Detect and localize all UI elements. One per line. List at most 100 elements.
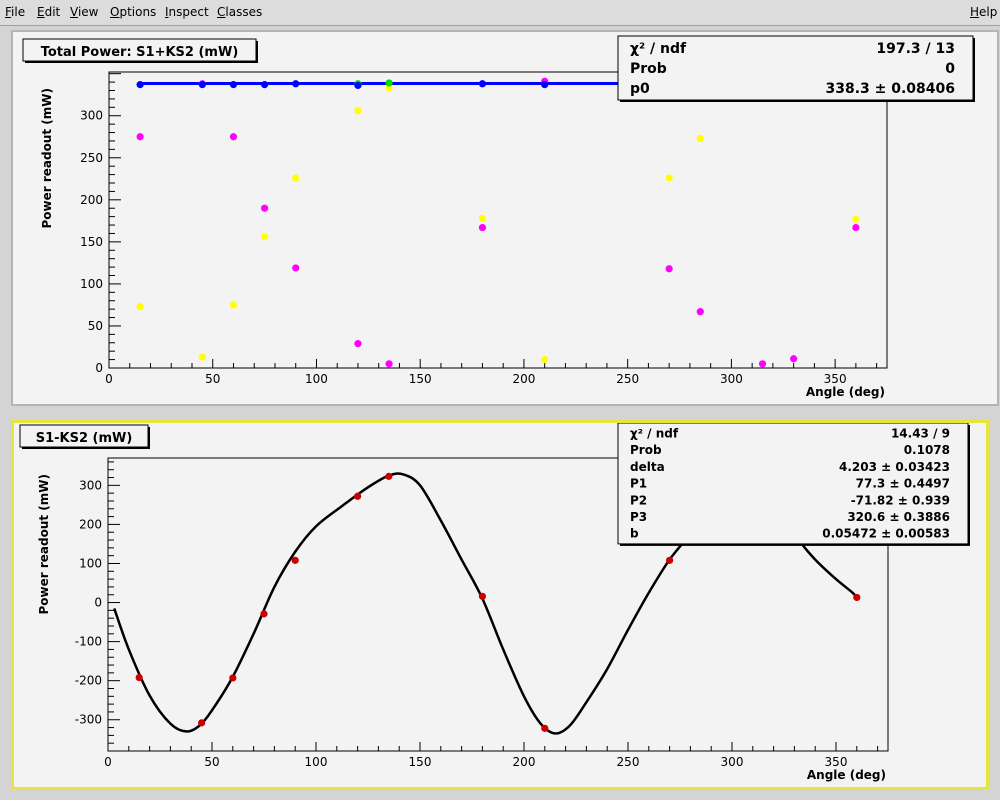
plot-frame bbox=[108, 71, 888, 369]
data-point bbox=[136, 303, 144, 311]
data-point bbox=[261, 233, 269, 241]
y-tick-label: 100 bbox=[80, 277, 103, 291]
stats-value: 338.3 ± 0.08406 bbox=[825, 81, 955, 97]
data-point bbox=[478, 592, 486, 600]
stats-value: 320.6 ± 0.3886 bbox=[847, 510, 950, 524]
stats-value: -71.82 ± 0.939 bbox=[851, 493, 950, 507]
data-point bbox=[354, 340, 362, 348]
y-tick-label: -200 bbox=[75, 674, 102, 688]
data-point bbox=[292, 80, 300, 88]
stats-value: 0.05472 ± 0.00583 bbox=[822, 527, 950, 541]
stats-label: P2 bbox=[630, 493, 647, 507]
stats-label: χ² / ndf bbox=[630, 427, 679, 441]
data-point bbox=[354, 107, 362, 115]
difference-chart: 0 50 100 150 200 250 300 350 -300 -200 -100 0 100 200… bbox=[19, 422, 970, 782]
data-point bbox=[354, 492, 362, 500]
y-tick-label: 200 bbox=[80, 193, 103, 207]
x-tick-label: 300 bbox=[720, 372, 743, 386]
x-tick-label: 150 bbox=[409, 372, 432, 386]
canvas-pad-difference[interactable]: 0 50 100 150 200 250 300 350 -300 -200 -100 0 100 200… bbox=[11, 420, 989, 790]
y-tick-label: 300 bbox=[80, 109, 103, 123]
canvas-pad-total-power[interactable]: 0 50 100 150 200 250 300 350 0 50 100 150 200 250 300 A… bbox=[11, 30, 999, 406]
stats-value: 14.43 / 9 bbox=[891, 427, 950, 441]
y-tick-label: 200 bbox=[79, 517, 102, 531]
data-point bbox=[229, 674, 237, 682]
data-point bbox=[292, 174, 300, 182]
data-point bbox=[198, 81, 206, 89]
total-power-chart: 0 50 100 150 200 250 300 350 0 50 100 150 200 250 300 A… bbox=[22, 35, 975, 399]
y-tick-label: 250 bbox=[80, 151, 103, 165]
stats-value: 4.203 ± 0.03423 bbox=[839, 460, 950, 474]
menu-inspect[interactable]: Inspect bbox=[165, 5, 209, 19]
menu-options[interactable]: Options bbox=[110, 5, 157, 19]
stats-box bbox=[617, 422, 969, 545]
data-point bbox=[261, 204, 269, 212]
x-tick-label: 200 bbox=[513, 755, 536, 769]
data-point bbox=[292, 264, 300, 272]
data-point bbox=[478, 80, 487, 88]
x-tick-label: 200 bbox=[512, 372, 535, 386]
y-tick-label: 300 bbox=[79, 478, 102, 492]
stats-box bbox=[617, 35, 974, 101]
chart-title: Total Power: S1+KS2 (mW) bbox=[41, 45, 239, 60]
data-point bbox=[198, 719, 206, 727]
menu-file[interactable]: File bbox=[5, 5, 26, 19]
stats-value: 77.3 ± 0.4497 bbox=[856, 477, 950, 491]
y-tick-label: 0 bbox=[94, 596, 102, 610]
y-tick-label: 150 bbox=[80, 235, 103, 249]
data-point bbox=[758, 360, 767, 368]
title-box bbox=[22, 38, 257, 62]
menu-classes[interactable]: Classes bbox=[217, 5, 263, 19]
x-tick-label: 350 bbox=[825, 755, 848, 769]
data-point bbox=[666, 556, 674, 564]
menu-view[interactable]: View bbox=[70, 5, 99, 19]
data-point bbox=[665, 265, 673, 273]
data-point bbox=[261, 81, 269, 89]
data-point bbox=[135, 673, 143, 682]
data-point bbox=[696, 134, 704, 143]
stats-label: χ² / ndf bbox=[630, 41, 687, 57]
data-point bbox=[541, 355, 549, 364]
stats-label: Prob bbox=[630, 443, 662, 457]
menu-help[interactable]: Help bbox=[970, 5, 998, 19]
data-point bbox=[354, 81, 362, 90]
data-point bbox=[229, 81, 238, 89]
data-point bbox=[229, 301, 238, 309]
data-point bbox=[291, 556, 299, 564]
data-point bbox=[790, 355, 798, 363]
stats-value: 0.1078 bbox=[904, 443, 950, 457]
y-tick-label: 100 bbox=[79, 556, 102, 570]
data-point bbox=[260, 610, 268, 618]
data-point bbox=[198, 353, 206, 361]
menu-edit[interactable]: Edit bbox=[37, 5, 61, 19]
data-point bbox=[478, 214, 487, 222]
stats-label: b bbox=[630, 527, 639, 541]
x-tick-label: 350 bbox=[824, 372, 847, 386]
data-point bbox=[665, 174, 673, 182]
y-axis-label: Power readout (mW) bbox=[37, 474, 51, 615]
data-point bbox=[385, 84, 393, 92]
y-tick-label: -300 bbox=[75, 713, 102, 727]
fit-curve bbox=[113, 472, 702, 735]
data-point bbox=[385, 472, 393, 480]
data-point bbox=[696, 308, 704, 316]
x-tick-label: 50 bbox=[204, 755, 219, 769]
x-tick-label: 50 bbox=[205, 372, 220, 386]
stats-value: 197.3 / 13 bbox=[876, 41, 955, 57]
menubar: File Edit View Options Inspect Classes Help bbox=[0, 0, 1000, 26]
y-tick-label: -100 bbox=[75, 635, 102, 649]
plot-frame bbox=[107, 457, 889, 752]
data-point bbox=[541, 81, 549, 89]
stats-label: P1 bbox=[630, 477, 647, 491]
y-tick-label: 0 bbox=[95, 361, 103, 375]
data-point bbox=[852, 223, 860, 232]
x-axis-label: Angle (deg) bbox=[806, 385, 885, 399]
data-point bbox=[385, 79, 393, 87]
stats-value: 0 bbox=[945, 61, 955, 77]
x-tick-label: 100 bbox=[305, 755, 328, 769]
data-point bbox=[136, 81, 144, 89]
x-tick-label: 300 bbox=[721, 755, 744, 769]
data-point bbox=[385, 360, 393, 368]
chart-title: S1-KS2 (mW) bbox=[36, 431, 133, 446]
stats-label: delta bbox=[630, 460, 665, 474]
